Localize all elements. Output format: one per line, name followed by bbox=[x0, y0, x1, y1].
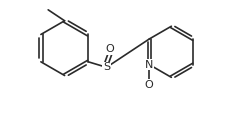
Text: S: S bbox=[103, 62, 110, 72]
Text: N: N bbox=[145, 60, 153, 70]
Text: O: O bbox=[145, 80, 154, 90]
Text: O: O bbox=[106, 44, 115, 54]
